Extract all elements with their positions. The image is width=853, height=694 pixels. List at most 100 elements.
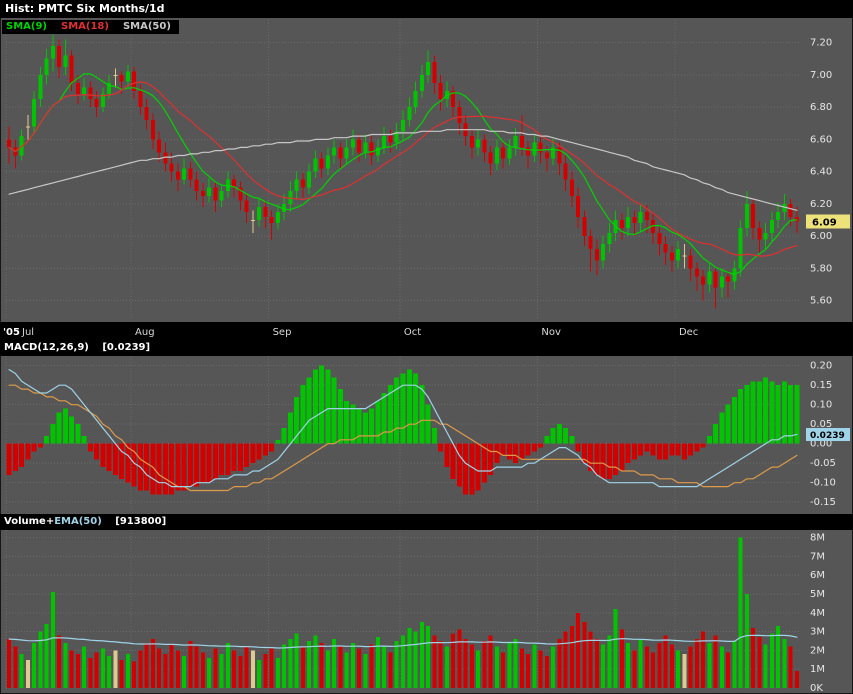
volume-bar [569, 625, 574, 688]
candle-body [157, 139, 162, 153]
candle-body [469, 136, 474, 148]
macd-histogram-bar [563, 428, 569, 444]
candle-body [25, 126, 30, 128]
candle-body [238, 187, 243, 201]
macd-histogram-bar [50, 424, 56, 444]
candle-body [688, 255, 693, 269]
volume-bar [707, 642, 712, 688]
macd-histogram-bar [763, 377, 769, 444]
candle-body [751, 203, 756, 229]
candle-body [125, 71, 130, 82]
macd-histogram-bar [569, 435, 575, 444]
volume-bar [313, 635, 318, 688]
volume-bar [194, 646, 199, 688]
month-label: Sep [273, 327, 292, 338]
volume-bar [319, 642, 324, 688]
macd-histogram-bar [538, 443, 544, 448]
macd-histogram-bar [631, 443, 637, 460]
legend-sma50-label[interactable]: SMA(50) [122, 21, 171, 32]
volume-bar [38, 631, 43, 688]
candle-body [232, 179, 237, 188]
macd-histogram-bar [356, 408, 362, 444]
candle-body [369, 142, 374, 156]
volume-bar [582, 622, 587, 688]
macd-histogram-bar [81, 435, 87, 444]
volume-bar [507, 642, 512, 688]
volume-bar [132, 661, 137, 688]
macd-tick-label: 0.15 [810, 380, 832, 391]
candle-body [63, 55, 68, 67]
volume-bar [219, 654, 224, 688]
macd-histogram-bar [250, 443, 256, 464]
candle-body [94, 99, 99, 108]
volume-bar [563, 631, 568, 688]
candle-body [426, 61, 431, 75]
candle-body [519, 136, 524, 148]
volume-bar [63, 642, 68, 688]
macd-histogram-bar [513, 443, 519, 464]
volume-bar [557, 639, 562, 688]
macd-value-badge-text: 0.0239 [810, 431, 845, 441]
volume-bar [207, 657, 212, 688]
candle-body [119, 74, 124, 82]
candle-body [169, 163, 174, 172]
volume-bar [538, 650, 543, 688]
legend-sma9-label[interactable]: SMA(9) [6, 21, 47, 32]
macd-histogram-bar [469, 443, 475, 495]
macd-histogram-bar [413, 373, 419, 444]
macd-histogram-bar [62, 408, 68, 444]
volume-bar [382, 646, 387, 688]
macd-histogram-bar [744, 385, 750, 444]
candle-body [350, 139, 355, 148]
price-tick-label: 5.60 [810, 296, 832, 307]
macd-tick-label: -0.15 [810, 497, 836, 508]
macd-histogram-bar [56, 412, 62, 444]
volume-bar [657, 642, 662, 688]
candle-body [701, 276, 706, 285]
volume-bar [75, 654, 80, 688]
volume-bar [350, 642, 355, 688]
volume-bar [250, 650, 255, 688]
volume-bar [663, 635, 668, 688]
candle-body [332, 147, 337, 156]
macd-tick-label: 0.05 [810, 419, 832, 430]
macd-histogram-bar [738, 389, 744, 444]
volume-ema-label: EMA(50) [54, 516, 102, 527]
volume-bar [413, 631, 418, 688]
volume-tick-label: 4M [810, 608, 825, 619]
candle-body [494, 147, 499, 164]
macd-histogram-bar [556, 424, 562, 444]
volume-bar [457, 629, 462, 688]
macd-histogram-bar [431, 428, 437, 444]
window-title-bar: Hist: PMTC Six Months/1d [0, 0, 853, 18]
candle-body [526, 147, 531, 156]
macd-histogram-bar [756, 381, 762, 444]
macd-histogram-bar [794, 385, 800, 444]
macd-histogram-bar [731, 396, 737, 444]
volume-bar [244, 646, 249, 688]
volume-bar [282, 644, 287, 688]
volume-bar [157, 648, 162, 688]
macd-histogram-bar [450, 443, 456, 479]
macd-histogram-bar [312, 369, 318, 444]
macd-histogram-bar [519, 443, 525, 460]
candle-body [300, 179, 305, 188]
volume-bar [601, 644, 606, 688]
candle-body [788, 203, 793, 217]
legend-sma18-label[interactable]: SMA(18) [61, 21, 109, 32]
volume-bar [82, 646, 87, 688]
candle-body [563, 163, 568, 180]
macd-tick-label: 0.00 [810, 439, 832, 450]
macd-histogram-bar [544, 435, 550, 444]
macd-histogram-bar [144, 443, 150, 491]
macd-histogram-bar [456, 443, 462, 487]
price-tick-label: 6.80 [810, 102, 832, 113]
candle-body [576, 195, 581, 217]
volume-current-value: [913800] [115, 516, 167, 527]
macd-histogram-bar [444, 443, 450, 468]
candle-body [694, 268, 699, 277]
macd-histogram-bar [175, 443, 181, 491]
volume-bar [619, 629, 624, 688]
volume-bar [107, 656, 112, 688]
